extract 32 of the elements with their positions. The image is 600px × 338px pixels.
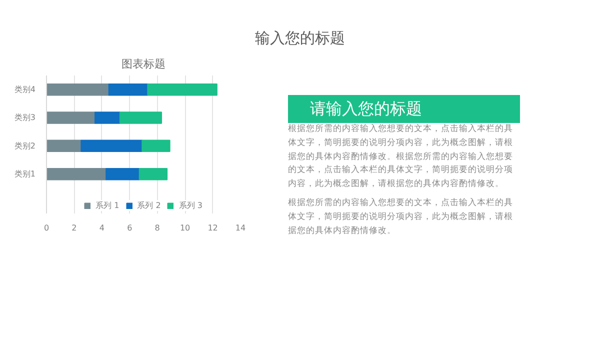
bar <box>119 112 162 124</box>
bar <box>142 140 170 152</box>
x-tick-label: 4 <box>99 224 104 232</box>
y-tick-label: 类别4 <box>14 85 36 94</box>
x-tick-label: 14 <box>235 224 246 232</box>
text: 输入您的标题 <box>255 28 345 49</box>
bar <box>138 168 168 180</box>
bar <box>106 168 140 180</box>
x-tick-label: 6 <box>127 224 132 232</box>
bar <box>46 140 82 152</box>
bar <box>46 168 107 180</box>
y-tick-label: 类别2 <box>14 141 36 150</box>
x-tick-label: 0 <box>44 224 50 232</box>
chart-title: 图表标题 <box>122 58 166 70</box>
bar <box>46 112 96 124</box>
text: 根据您所需的内容输入您想要的文本，点击输入本栏的具体文字，简明扼要的说明分项内容，此为概念图解，请根据您的具体内容酌情修改。 <box>288 197 514 238</box>
y-tick-label: 类别1 <box>14 170 36 179</box>
legend-label: 系列 1 <box>96 200 120 211</box>
x-tick-label: 12 <box>208 224 218 232</box>
legend-label: 系列 3 <box>178 200 202 211</box>
x-tick-label: 10 <box>180 224 190 232</box>
text: 请输入您的标题 <box>310 98 422 120</box>
legend-label: 系列 2 <box>137 200 161 211</box>
bar <box>147 83 218 96</box>
bar <box>94 112 120 124</box>
bar <box>46 83 110 96</box>
bar <box>108 83 148 96</box>
x-tick-label: 2 <box>72 224 77 232</box>
x-tick-label: 8 <box>154 224 160 232</box>
y-tick-label: 类别3 <box>14 113 36 122</box>
text: 根据您所需的内容输入您想要的文本，点击输入本栏的具体文字，简明扼要的说明分项内容，此为概念图解，请根据您的具体内容酌情修改。根据您所需的内容输入您想要的文本，点击输入本栏的具体文字，简明扼要的说明分项内容，此为概念图解，请根据您的具体内容酌情修改。 <box>288 123 514 191</box>
bar <box>80 140 143 152</box>
